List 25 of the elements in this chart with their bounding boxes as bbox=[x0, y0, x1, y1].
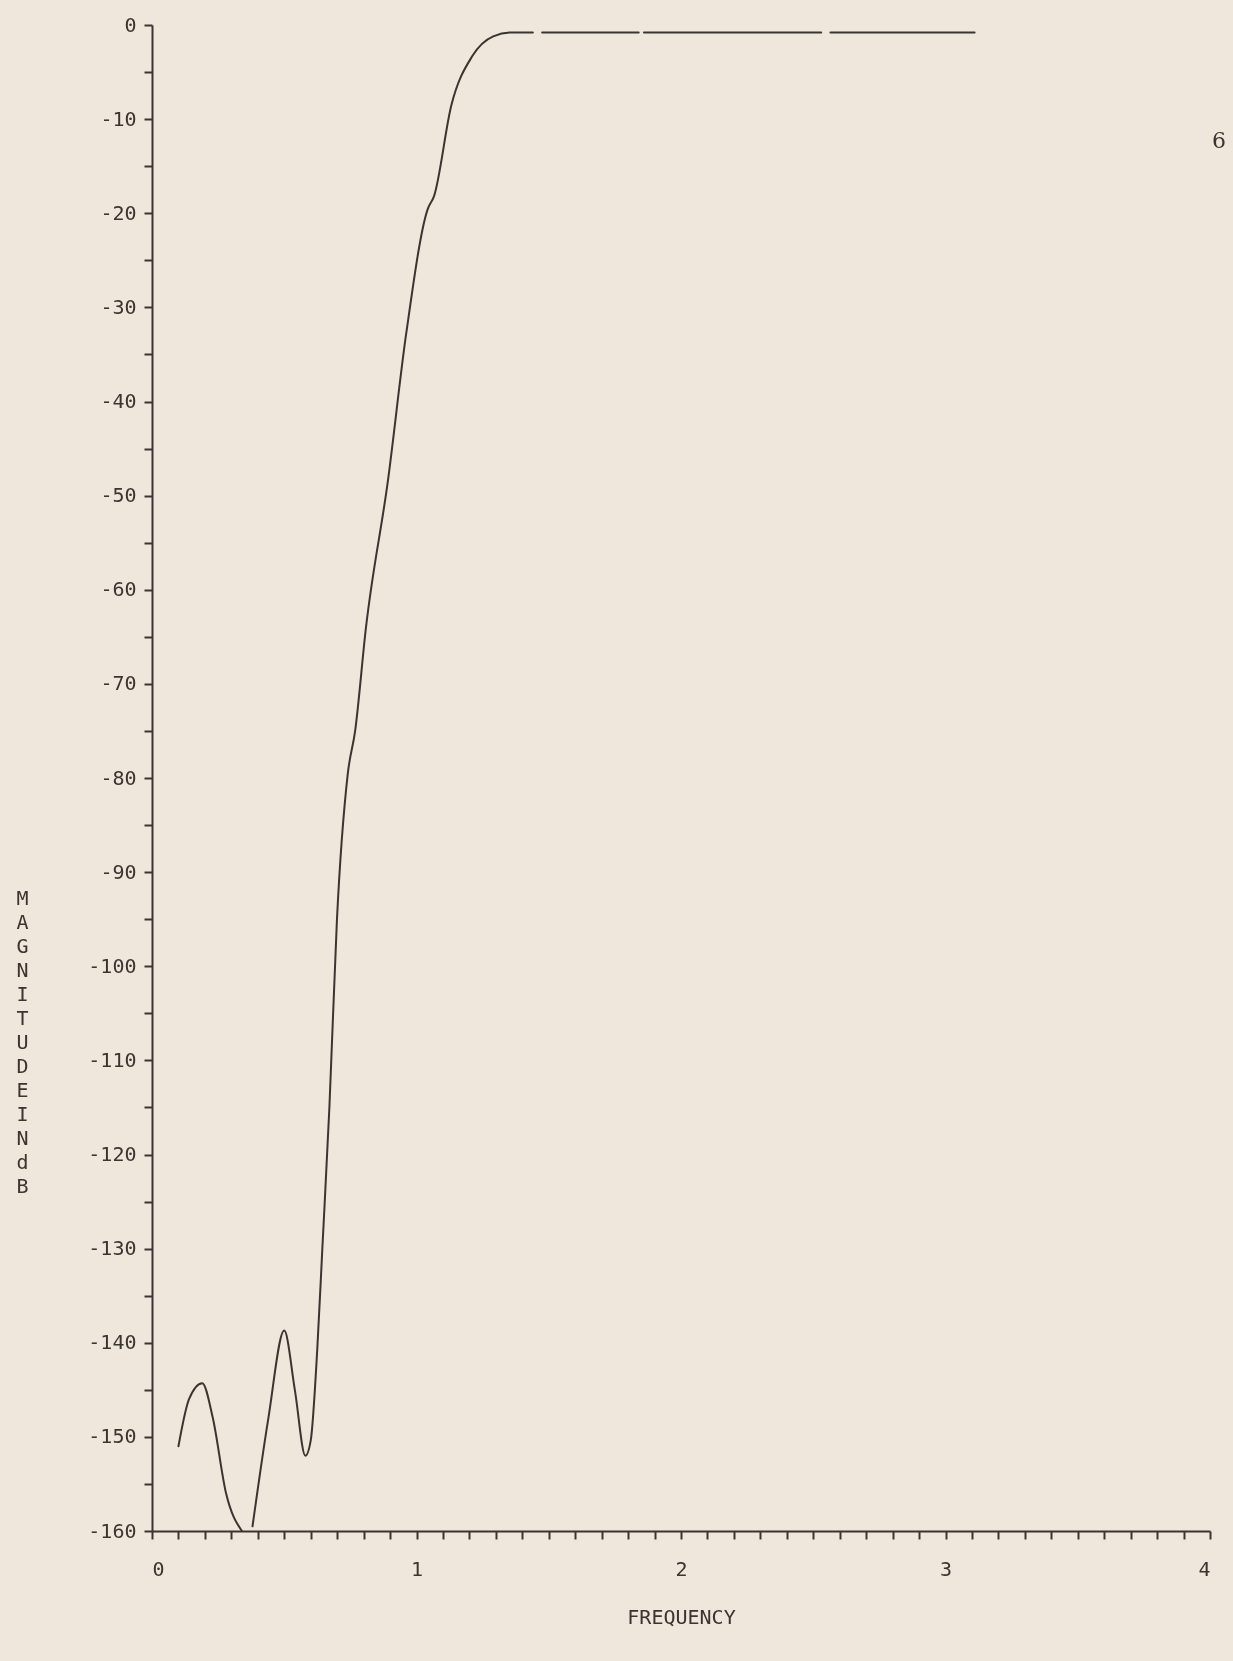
x-tick-label: 1 bbox=[410, 1556, 424, 1581]
y-tick-label: 0 bbox=[124, 12, 137, 37]
y-tick-label: -120 bbox=[88, 1142, 137, 1166]
y-tick-label: -10 bbox=[100, 106, 137, 131]
y-tick-label: -90 bbox=[100, 859, 137, 884]
text: 6 bbox=[1212, 128, 1226, 153]
y-tick-label: -150 bbox=[88, 1424, 137, 1449]
x-axis-title: FREQUENCY bbox=[627, 1604, 736, 1629]
y-tick-label: -100 bbox=[88, 953, 137, 978]
y-tick-label: -40 bbox=[100, 389, 137, 413]
y-tick-label: -130 bbox=[88, 1236, 137, 1261]
y-tick-label: -70 bbox=[100, 671, 137, 696]
y-tick-label: -80 bbox=[100, 765, 137, 790]
text: MAGNITUDE IN dB bbox=[16, 885, 29, 1198]
y-tick-label: -160 bbox=[88, 1518, 137, 1543]
x-tick-label: 4 bbox=[1198, 1556, 1211, 1581]
x-tick-label: 3 bbox=[939, 1556, 953, 1581]
y-tick-label: -110 bbox=[88, 1047, 137, 1072]
x-tick-label: 0 bbox=[152, 1556, 165, 1581]
y-tick-label: -140 bbox=[88, 1330, 137, 1355]
y-tick-label: -50 bbox=[100, 483, 137, 508]
y-tick-label: -30 bbox=[100, 294, 137, 319]
y-tick-label: -60 bbox=[100, 577, 137, 602]
x-tick-label: 2 bbox=[675, 1556, 688, 1581]
y-tick-label: -20 bbox=[100, 200, 137, 225]
